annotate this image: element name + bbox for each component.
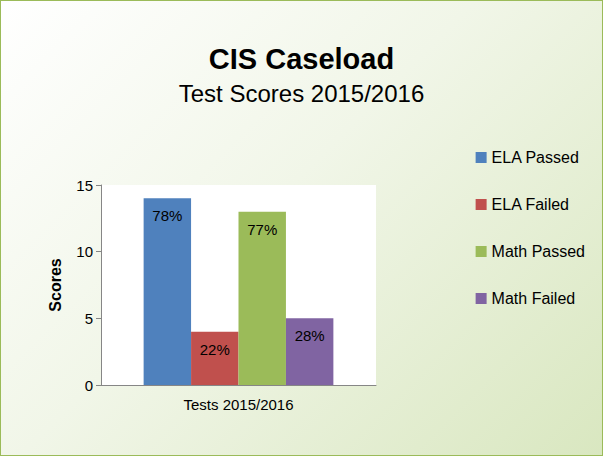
svg-text:Test Scores 2015/2016: Test Scores 2015/2016 [179,80,425,107]
svg-text:Scores: Scores [47,258,64,311]
svg-text:5: 5 [85,310,93,327]
svg-text:Math Failed: Math Failed [492,290,576,307]
svg-text:0: 0 [85,377,93,394]
svg-text:10: 10 [76,243,93,260]
svg-text:Math Passed: Math Passed [492,243,585,260]
svg-text:77%: 77% [247,221,277,238]
svg-text:ELA Passed: ELA Passed [492,149,579,166]
svg-text:28%: 28% [295,327,325,344]
svg-text:15: 15 [76,177,93,194]
svg-text:Tests 2015/2016: Tests 2015/2016 [183,396,293,413]
svg-text:22%: 22% [200,341,230,358]
svg-text:ELA Failed: ELA Failed [492,196,569,213]
svg-text:CIS Caseload: CIS Caseload [209,43,394,75]
svg-text:78%: 78% [152,207,182,224]
